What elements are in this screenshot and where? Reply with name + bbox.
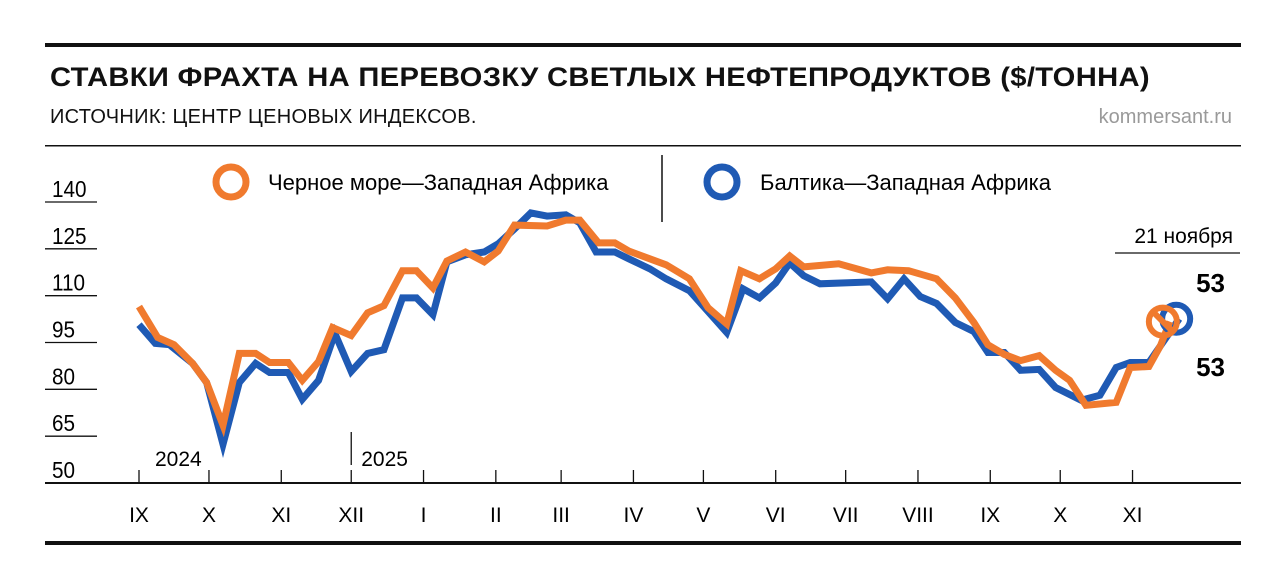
- annotation-date: 21 ноября: [1134, 225, 1233, 248]
- bottom-rule: [45, 541, 1241, 545]
- y-tick-label: 65: [52, 410, 75, 436]
- y-tick-label: 50: [52, 457, 75, 483]
- x-tick-label: XI: [1123, 504, 1143, 527]
- end-marker-blacksea: [1145, 304, 1180, 339]
- x-tick-label: II: [490, 504, 502, 527]
- series-line-blacksea: [136, 216, 1174, 438]
- x-tick-label: IX: [980, 504, 1000, 527]
- legend-marker: [703, 163, 741, 201]
- legend-label: Балтика—Западная Африка: [760, 170, 1052, 195]
- x-tick-label: I: [421, 504, 427, 527]
- y-tick-label: 125: [52, 223, 87, 249]
- x-tick-label: IV: [624, 504, 644, 527]
- y-tick-label: 95: [52, 316, 75, 342]
- end-marker-strike: [1150, 309, 1175, 334]
- x-tick-label: VII: [833, 504, 859, 527]
- x-tick-label: X: [1053, 504, 1067, 527]
- y-tick-label: 110: [52, 270, 85, 296]
- x-tick-label: IX: [129, 504, 149, 527]
- top-rule: [45, 43, 1241, 47]
- year-label: 2024: [155, 448, 202, 471]
- y-tick-label: 80: [52, 363, 75, 389]
- x-tick-label: XI: [271, 504, 291, 527]
- x-tick-label: VIII: [902, 504, 934, 527]
- legend-label: Черное море—Западная Африка: [268, 170, 609, 195]
- x-tick-label: III: [552, 504, 570, 527]
- x-tick-label: X: [202, 504, 216, 527]
- y-tick-label: 140: [52, 176, 87, 202]
- site-credit: kommersant.ru: [1098, 106, 1232, 128]
- x-tick-label: V: [696, 504, 710, 527]
- x-tick-label: VI: [766, 504, 786, 527]
- year-label: 2025: [361, 448, 408, 471]
- end-label-blacksea: 53: [1196, 352, 1225, 382]
- legend-marker: [212, 163, 250, 201]
- series-line-baltic: [136, 209, 1183, 458]
- source-note: ИСТОЧНИК: ЦЕНТР ЦЕНОВЫХ ИНДЕКСОВ.: [50, 106, 477, 128]
- end-label-baltic: 53: [1196, 268, 1225, 298]
- chart-title: СТАВКИ ФРАХТА НА ПЕРЕВОЗКУ СВЕТЛЫХ НЕФТЕ…: [50, 62, 1150, 92]
- x-tick-label: XII: [338, 504, 364, 527]
- header-rule: [45, 145, 1241, 147]
